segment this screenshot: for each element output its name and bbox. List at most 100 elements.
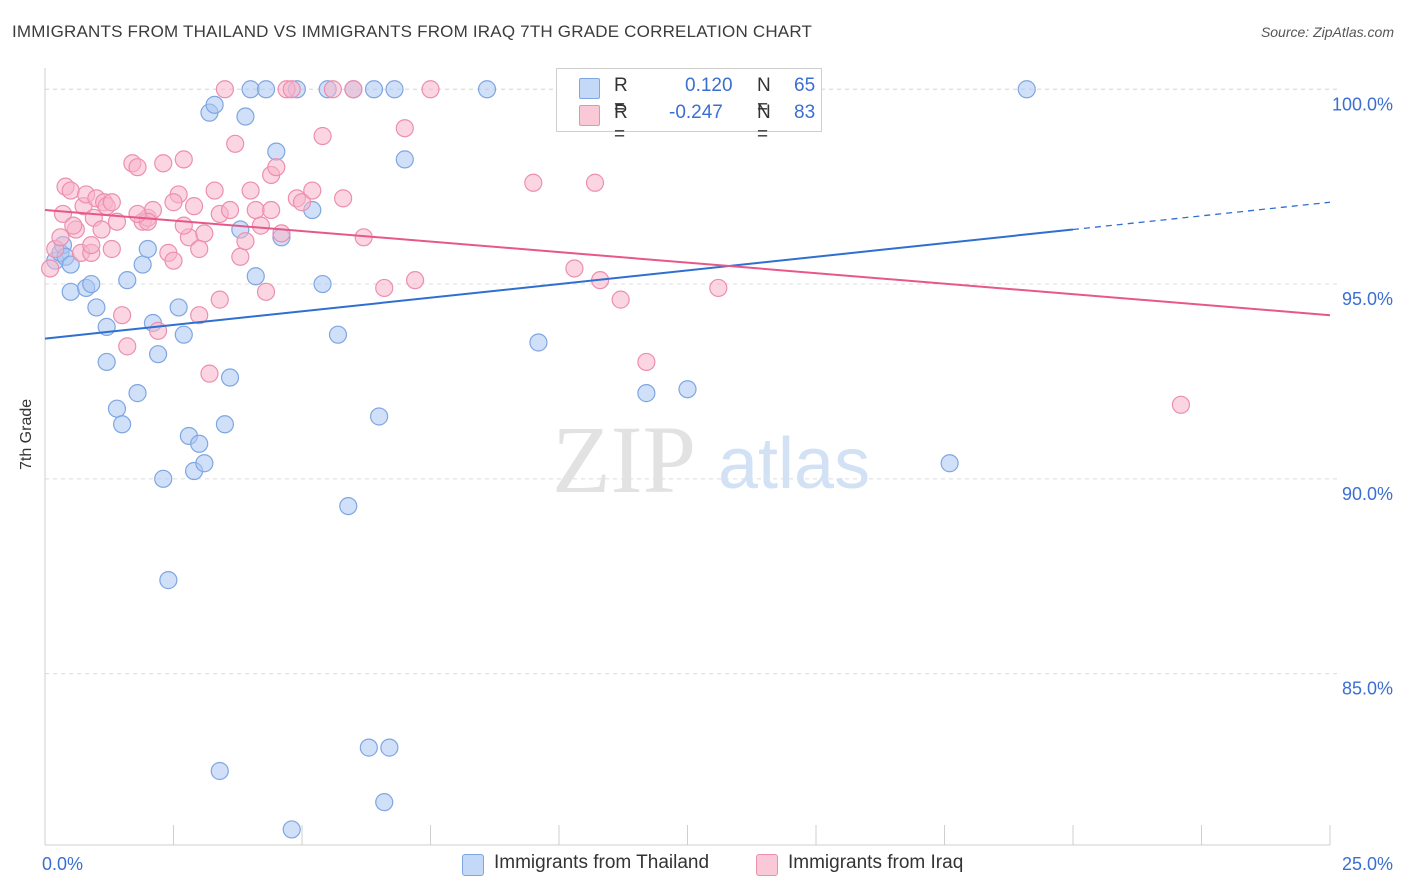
point-iraq [128, 204, 147, 224]
point-iraq [611, 290, 630, 309]
legend-r-value: 0.120 [685, 75, 733, 96]
point-iraq [637, 352, 656, 372]
point-iraq [241, 181, 260, 200]
point-thailand [1017, 80, 1036, 99]
axes [44, 68, 1331, 846]
point-iraq [164, 193, 183, 212]
point-iraq [64, 216, 83, 235]
legend-label-iraq: Immigrants from Iraq [788, 852, 964, 873]
point-iraq [323, 80, 342, 99]
point-thailand [174, 325, 193, 344]
point-iraq [226, 134, 245, 153]
point-thailand [87, 298, 106, 317]
point-thailand [313, 274, 332, 294]
point-iraq [174, 150, 193, 169]
point-iraq [102, 193, 121, 212]
point-thailand [205, 95, 224, 114]
point-iraq [184, 197, 204, 216]
point-iraq [344, 80, 363, 99]
point-thailand [169, 298, 188, 317]
legend-r-value: -0.247 [669, 102, 723, 123]
gridlines [45, 88, 1340, 675]
point-iraq [128, 158, 147, 177]
point-iraq [210, 290, 229, 309]
point-thailand [339, 496, 358, 516]
point-thailand [359, 738, 378, 757]
point-iraq [190, 306, 209, 325]
point-thailand [678, 380, 697, 399]
point-iraq [256, 282, 276, 301]
data-points [41, 80, 1191, 839]
point-thailand [82, 274, 101, 294]
point-thailand [395, 150, 414, 169]
y-tick-label: 85.0% [1342, 679, 1393, 699]
point-iraq [565, 259, 584, 278]
point-thailand [637, 384, 656, 403]
point-iraq [246, 200, 265, 220]
trend-line-thailand [44, 228, 1074, 340]
x-tick-label: 0.0% [42, 854, 83, 874]
point-iraq [61, 181, 80, 200]
legend-swatch-thailand [579, 78, 600, 99]
point-iraq [405, 271, 425, 290]
point-iraq [375, 278, 394, 298]
point-iraq [585, 173, 605, 192]
y-tick-label: 95.0% [1342, 289, 1393, 309]
point-iraq [190, 239, 209, 259]
point-thailand [529, 333, 548, 352]
point-thailand [385, 80, 404, 99]
point-iraq [164, 251, 183, 270]
point-iraq [118, 337, 137, 356]
y-tick-label: 90.0% [1342, 484, 1393, 504]
point-iraq [395, 119, 414, 138]
chart-title: IMMIGRANTS FROM THAILAND VS IMMIGRANTS F… [12, 22, 813, 41]
point-iraq [215, 80, 234, 99]
point-thailand [133, 255, 152, 274]
stats-legend: R = 0.120 N = 65 R = -0.247 N = 83 [556, 68, 822, 145]
point-iraq [195, 224, 214, 243]
legend-swatch-iraq [756, 854, 778, 876]
legend-r-label: R = [614, 102, 628, 145]
point-thailand [328, 325, 348, 344]
point-thailand [154, 469, 173, 488]
legend-n-value: 65 [794, 75, 816, 96]
point-iraq [1171, 395, 1191, 414]
point-iraq [41, 259, 60, 278]
point-thailand [256, 80, 276, 99]
point-thailand [128, 384, 147, 403]
point-thailand [220, 368, 240, 387]
point-thailand [148, 345, 168, 364]
point-iraq [267, 158, 286, 177]
point-iraq [205, 181, 224, 200]
point-iraq [102, 239, 121, 259]
source-credit: Source: ZipAtlas.com [1260, 24, 1394, 40]
point-iraq [220, 200, 240, 220]
point-thailand [61, 282, 80, 301]
point-iraq [262, 200, 281, 220]
point-iraq [174, 216, 193, 235]
point-iraq [51, 228, 70, 247]
point-iraq [112, 306, 132, 325]
point-thailand [246, 267, 265, 286]
point-iraq [148, 321, 168, 340]
legend-n-label: N = [757, 75, 771, 118]
tick-labels: 85.0% 90.0% 95.0% 100.0% 0.0% 25.0% [42, 94, 1393, 874]
point-thailand [190, 434, 209, 453]
watermark-atlas: atlas [718, 424, 870, 504]
point-iraq [82, 235, 101, 255]
legend-n-value: 83 [794, 102, 816, 123]
point-thailand [940, 454, 959, 473]
legend-r-label: R = [614, 75, 628, 118]
point-thailand [107, 399, 127, 418]
trend-line-thailand-extension [1072, 201, 1331, 231]
y-tick-label: 100.0% [1332, 94, 1393, 114]
point-iraq [282, 80, 301, 99]
point-thailand [477, 80, 497, 99]
watermark-zip: ZIP [552, 406, 696, 513]
point-thailand [138, 239, 157, 259]
legend-swatch-iraq [579, 105, 600, 126]
x-tick-label: 25.0% [1342, 854, 1393, 874]
trend-line-iraq [44, 209, 1331, 317]
trend-lines [44, 201, 1331, 340]
